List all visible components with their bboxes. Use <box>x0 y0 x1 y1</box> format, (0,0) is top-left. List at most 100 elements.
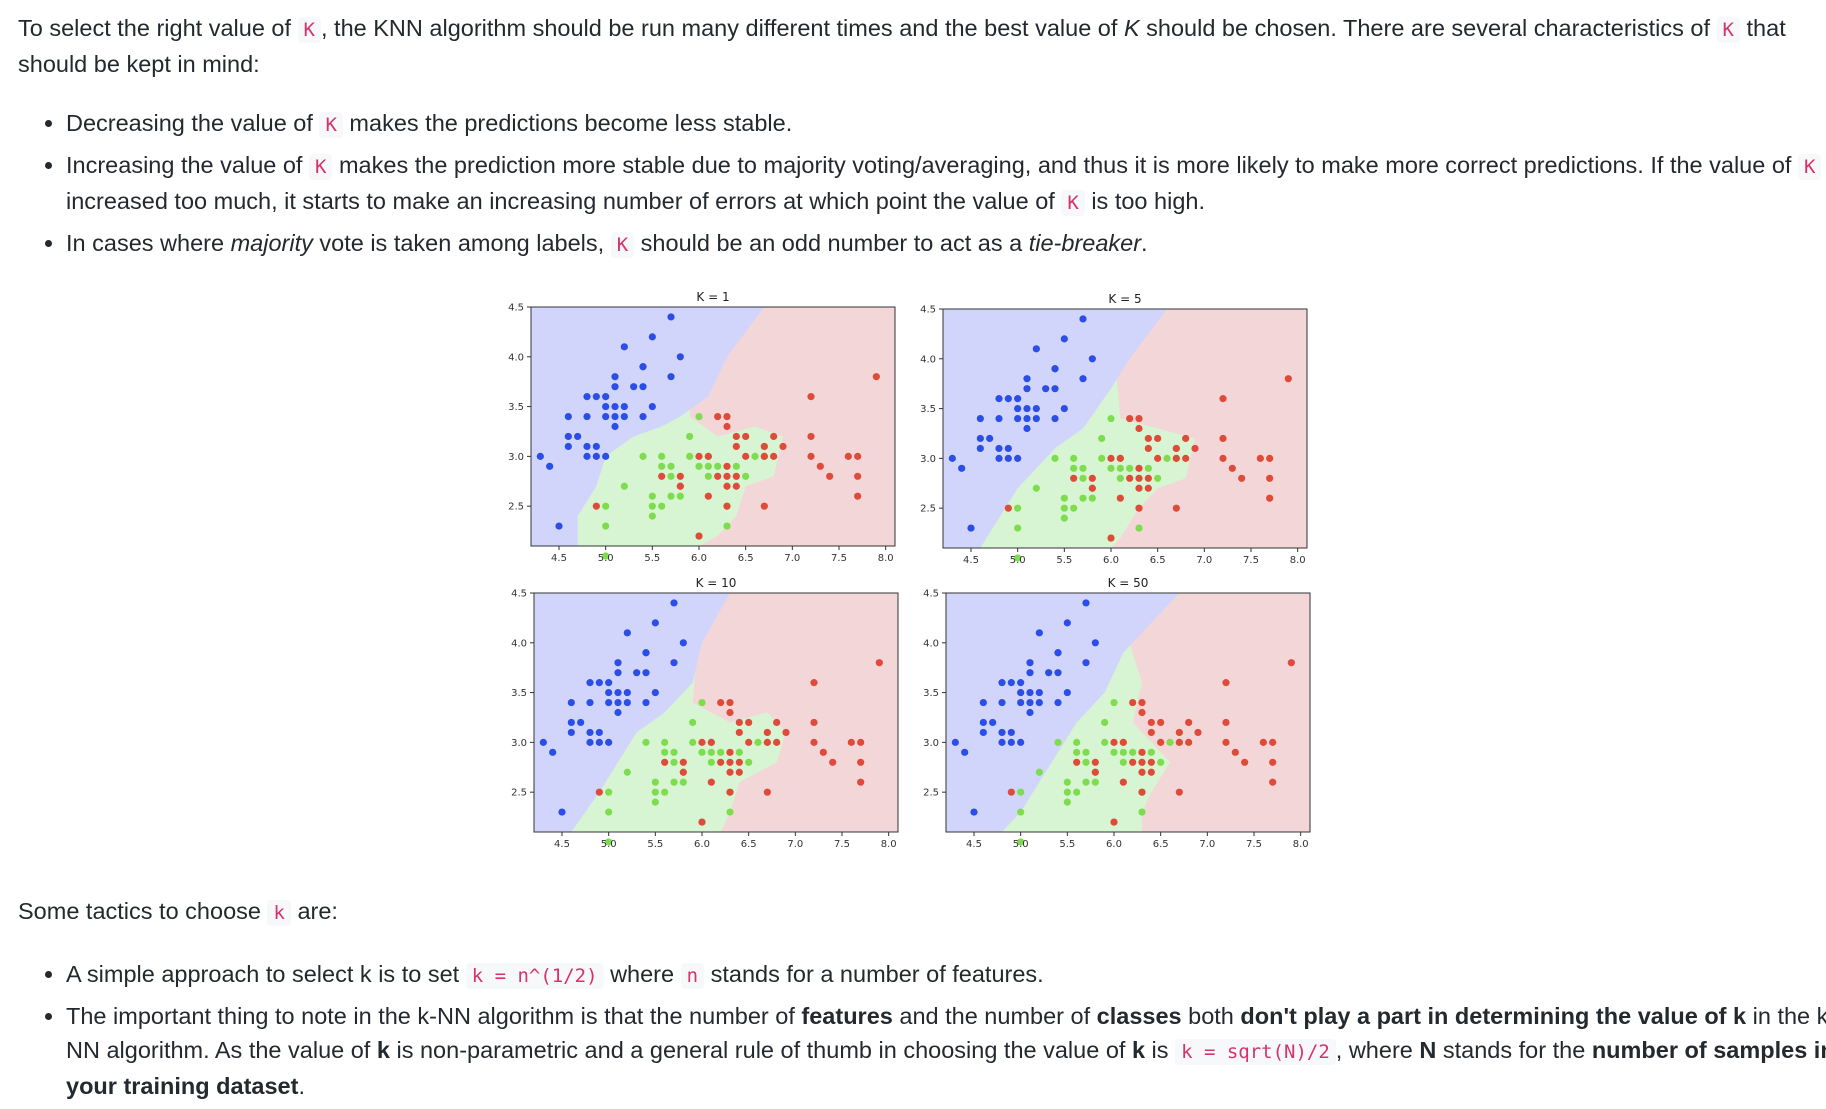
class-a-point <box>1045 669 1053 677</box>
class-c-point <box>1144 444 1152 453</box>
y-tick-label: 4.0 <box>923 638 939 649</box>
class-c-point <box>1088 484 1096 492</box>
class-c-point <box>1070 474 1078 482</box>
class-c-point <box>819 748 827 756</box>
class-a-point <box>614 669 622 677</box>
class-a-point <box>1079 315 1087 323</box>
class-c-point <box>704 492 712 500</box>
class-b-point <box>1070 454 1078 462</box>
class-b-point <box>658 462 666 470</box>
class-c-point <box>1191 444 1199 453</box>
class-a-point <box>679 639 687 647</box>
x-tick-label: 5.0 <box>601 839 617 850</box>
class-a-point <box>1063 688 1071 697</box>
class-c-point <box>745 738 753 746</box>
class-c-point <box>1259 738 1267 746</box>
plot-frame <box>942 308 1308 549</box>
class-b-point <box>1032 484 1040 492</box>
y-tick-label: 4.0 <box>508 352 524 363</box>
class-b-point <box>1138 808 1146 816</box>
class-c-point <box>704 452 712 460</box>
class-a-point <box>586 728 594 737</box>
class-a-point <box>611 402 619 411</box>
class-a-point <box>602 452 610 460</box>
panel-title: K = 1 <box>696 290 729 304</box>
class-a-point <box>1014 395 1022 403</box>
class-a-point <box>595 728 603 737</box>
class-c-point <box>1269 738 1277 746</box>
list-text: stands for the <box>1436 1037 1592 1063</box>
class-c-point <box>1138 708 1146 717</box>
class-a-point <box>1004 444 1012 453</box>
y-tick-label: 4.5 <box>923 589 939 600</box>
class-b-point <box>1107 464 1115 472</box>
class-c-point <box>1269 778 1277 786</box>
class-c-point <box>1007 788 1015 796</box>
class-b-point <box>1119 748 1127 756</box>
class-c-point <box>1110 818 1118 826</box>
class-c-point <box>763 738 771 746</box>
class-a-point <box>1026 688 1034 697</box>
class-c-point <box>726 708 734 717</box>
class-c-point <box>1256 454 1264 462</box>
intro-text: that should be kept in mind: <box>18 15 1786 77</box>
knn-panel: 4.5 5.0 5.5 6.0 6.5 7.0 7.5 8.0 2.5 3.0 3.5 4.0 4.5 K… <box>920 292 1308 566</box>
class-a-point <box>1007 728 1015 737</box>
class-c-point <box>1129 758 1137 766</box>
y-tick-label: 3.5 <box>920 404 936 415</box>
class-b-point <box>1060 514 1068 522</box>
class-c-point <box>1144 484 1152 492</box>
class-c-point <box>1228 464 1236 472</box>
class-a-point <box>602 393 610 401</box>
class-a-point <box>1023 375 1031 383</box>
y-tick-label: 4.5 <box>508 303 524 314</box>
intro-text: should be chosen. There are several char… <box>1139 15 1717 41</box>
class-b-point <box>1017 838 1025 846</box>
class-b-point <box>1147 748 1155 756</box>
class-a-point <box>1051 365 1059 373</box>
class-a-point <box>577 718 585 727</box>
y-tick-label: 3.0 <box>508 452 524 463</box>
class-b-point <box>1098 454 1106 462</box>
list-text: The important thing to note in the k-NN … <box>66 1003 802 1029</box>
class-b-point <box>1126 464 1134 472</box>
class-c-point <box>726 748 734 756</box>
class-c-point <box>810 738 818 746</box>
class-a-point <box>595 738 603 746</box>
class-b-point <box>1060 494 1068 502</box>
class-c-point <box>810 679 818 687</box>
class-a-point <box>574 432 582 441</box>
class-a-point <box>1042 385 1050 393</box>
class-c-point <box>1091 758 1099 766</box>
class-b-point <box>1144 464 1152 472</box>
list-text: Increasing the value of <box>66 152 309 178</box>
class-c-point <box>1004 504 1012 512</box>
class-c-point <box>854 492 862 500</box>
class-c-point <box>829 758 837 766</box>
class-b-point <box>723 522 731 530</box>
class-a-point <box>1017 698 1025 707</box>
class-a-point <box>995 395 1003 403</box>
class-c-point <box>1135 484 1143 492</box>
class-c-point <box>773 718 781 727</box>
class-a-point <box>614 708 622 717</box>
x-tick-label: 4.5 <box>963 555 979 566</box>
class-a-point <box>564 442 572 451</box>
y-tick-label: 3.0 <box>511 738 527 749</box>
y-tick-label: 3.5 <box>923 688 939 699</box>
class-a-point <box>583 442 591 451</box>
bold-text: features <box>801 1003 893 1029</box>
class-c-point <box>735 768 743 776</box>
panel-title: K = 5 <box>1108 292 1141 306</box>
class-a-point <box>958 464 966 472</box>
x-tick-label: 7.0 <box>1196 555 1212 566</box>
class-c-point <box>1138 768 1146 776</box>
class-c-point <box>1126 414 1134 423</box>
region-red <box>689 307 895 546</box>
class-c-point <box>1088 474 1096 482</box>
inline-code-formula: k = n^(1/2) <box>465 963 604 989</box>
class-b-point <box>651 778 659 786</box>
list-text: makes the predictions become less stable… <box>342 110 793 136</box>
list-text: is increased too much, it starts to make… <box>66 188 1055 214</box>
class-a-point <box>998 698 1006 707</box>
